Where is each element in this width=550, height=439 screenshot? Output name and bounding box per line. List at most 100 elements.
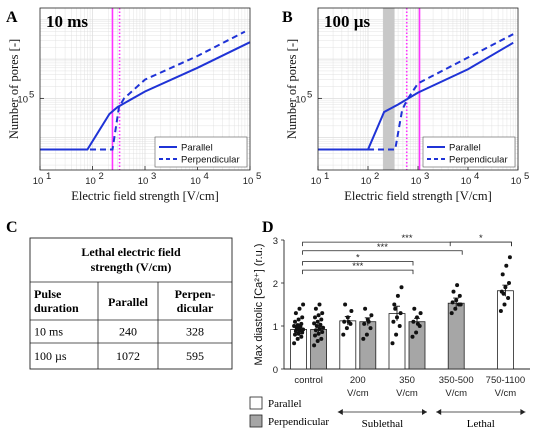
panel-d-data-point <box>297 328 302 333</box>
panel-d-data-point <box>362 321 367 326</box>
panel-d-legend-label: Parallel <box>268 398 302 410</box>
panel-d-data-point <box>293 332 297 337</box>
panel-d-category-label: 200 V/cm <box>347 375 369 399</box>
panel-b-legend-label: Perpendicular <box>449 155 508 166</box>
panel-d-significance-bracket <box>302 250 463 255</box>
panel-b-shaded-range <box>383 8 395 170</box>
panel-d-data-point <box>415 315 419 320</box>
panel-c-column-header-line: Perpen- <box>175 287 216 301</box>
panel-d-data-point <box>507 281 511 285</box>
panel-c-column-header-line: Pulse <box>34 287 62 301</box>
panel-d-data-point <box>349 308 354 313</box>
panel-d-data-point <box>498 308 503 313</box>
panel-d-bar-parallel <box>388 313 406 370</box>
panel-b-x-tick-exponent: 4 <box>474 171 479 182</box>
panel-c-title-line: strength (V/cm) <box>91 260 172 274</box>
panel-d-data-point <box>449 311 454 316</box>
panel-d-data-point <box>395 315 399 320</box>
panel-d-data-point <box>293 311 298 316</box>
panel-a-x-tick-exponent: 1 <box>46 171 51 182</box>
panel-b-legend-box <box>422 136 516 168</box>
panel-d-data-point <box>415 321 420 326</box>
panel-d-data-point <box>313 328 318 333</box>
panel-d-data-point <box>395 293 400 298</box>
panel-a-series-perpendicular <box>40 30 246 151</box>
panel-a-x-tick-label: 10 <box>138 176 149 187</box>
panel-d-data-point <box>295 336 300 341</box>
panel-d-data-point <box>321 325 326 330</box>
panel-a-series-parallel <box>40 41 251 151</box>
panel-a-x-tick-exponent: 2 <box>99 171 104 182</box>
panel-d-significance-label: * <box>479 233 483 244</box>
panel-d-data-point <box>299 334 304 339</box>
panel-d-data-point <box>320 330 325 335</box>
panel-c-title-line: Lethal electric field <box>81 245 181 259</box>
panel-d-category-line: control <box>294 375 323 386</box>
panel-d-bar-perpendicular <box>408 321 426 370</box>
panel-b-series-perpendicular <box>318 33 514 151</box>
panel-d-data-point <box>411 319 416 324</box>
panel-c-column-header-line: Parallel <box>108 295 149 309</box>
panel-b-x-tick-exponent: 3 <box>424 171 429 182</box>
panel-b-label: B <box>282 9 293 26</box>
panel-d-data-point <box>293 319 297 324</box>
panel-d-data-point <box>457 293 462 298</box>
panel-a-y-tick-label: 10 <box>17 94 28 105</box>
panel-a-x-tick-label: 10 <box>85 176 96 187</box>
panel-b-x-tick-exponent: 2 <box>374 171 379 182</box>
panel-b-title: 100 µs <box>324 12 371 31</box>
panel-c-cell: 328 <box>186 325 204 339</box>
panel-d-data-point <box>312 343 317 348</box>
panel-d-data-point <box>394 332 399 337</box>
panel-d-category-line: V/cm <box>445 388 467 399</box>
panel-d-data-point <box>292 341 297 346</box>
panel-d-data-point <box>296 331 301 336</box>
panel-d-data-point <box>393 306 398 311</box>
panel-d-y-axis-label: Max diastolic [Ca²⁺] (r.u.) <box>253 244 265 366</box>
panel-a-legend-label: Parallel <box>181 143 213 154</box>
panel-c-label: C <box>6 219 18 236</box>
panel-d-data-point <box>297 306 302 311</box>
panel-d-data-point <box>293 329 298 334</box>
panel-d-bar-parallel <box>496 290 514 370</box>
panel-d-arrowhead-right <box>520 409 526 415</box>
panel-d-significance-label: *** <box>377 242 388 253</box>
panel-d-data-point <box>414 330 419 335</box>
panel-d-y-tick-label: 2 <box>273 279 278 290</box>
panel-d-data-point <box>345 315 350 320</box>
panel-d-significance-bracket <box>302 269 414 275</box>
panel-d-chart: D 0 1 2 3 Max diastolic [Ca²⁺] (r.u.) control… <box>249 219 530 430</box>
panel-d-category-line: V/cm <box>347 388 369 399</box>
panel-d-data-point <box>368 326 373 331</box>
panel-d-data-point <box>392 302 397 307</box>
panel-b-x-tick-label: 10 <box>411 176 422 187</box>
panel-d-legend-swatch <box>249 396 263 410</box>
panel-d-data-point <box>458 302 463 307</box>
panel-d-data-point <box>341 332 346 337</box>
panel-d-data-point <box>295 323 300 328</box>
panel-d-data-point <box>294 326 299 331</box>
panel-d-category-line: V/cm <box>495 388 517 399</box>
panel-a-x-tick-exponent: 5 <box>256 171 261 182</box>
panel-a-x-tick-label: 10 <box>33 176 44 187</box>
panel-d-data-point <box>397 324 402 328</box>
panel-d-data-point <box>451 289 456 294</box>
panel-d-category-line: 350-500 <box>439 375 474 386</box>
panel-c-column-header-line: dicular <box>177 301 214 315</box>
panel-d-data-point <box>410 334 415 339</box>
panel-c-cell: 240 <box>119 325 137 339</box>
panel-d-data-point <box>366 319 371 324</box>
panel-d-category-label: 350 V/cm <box>396 375 418 399</box>
panel-d-arrowhead-left <box>337 409 343 415</box>
panel-d-data-point <box>391 319 396 324</box>
panel-d-y-tick-label: 0 <box>273 365 278 376</box>
panel-a-x-tick-label: 10 <box>243 176 254 187</box>
panel-d-data-point <box>342 319 347 324</box>
panel-d-data-point <box>314 324 319 328</box>
panel-d-data-point <box>315 319 320 324</box>
panel-c-column-header-line: duration <box>34 301 79 315</box>
panel-a-label: A <box>6 9 18 26</box>
panel-c-column-header: Perpen-dicular <box>175 287 216 315</box>
